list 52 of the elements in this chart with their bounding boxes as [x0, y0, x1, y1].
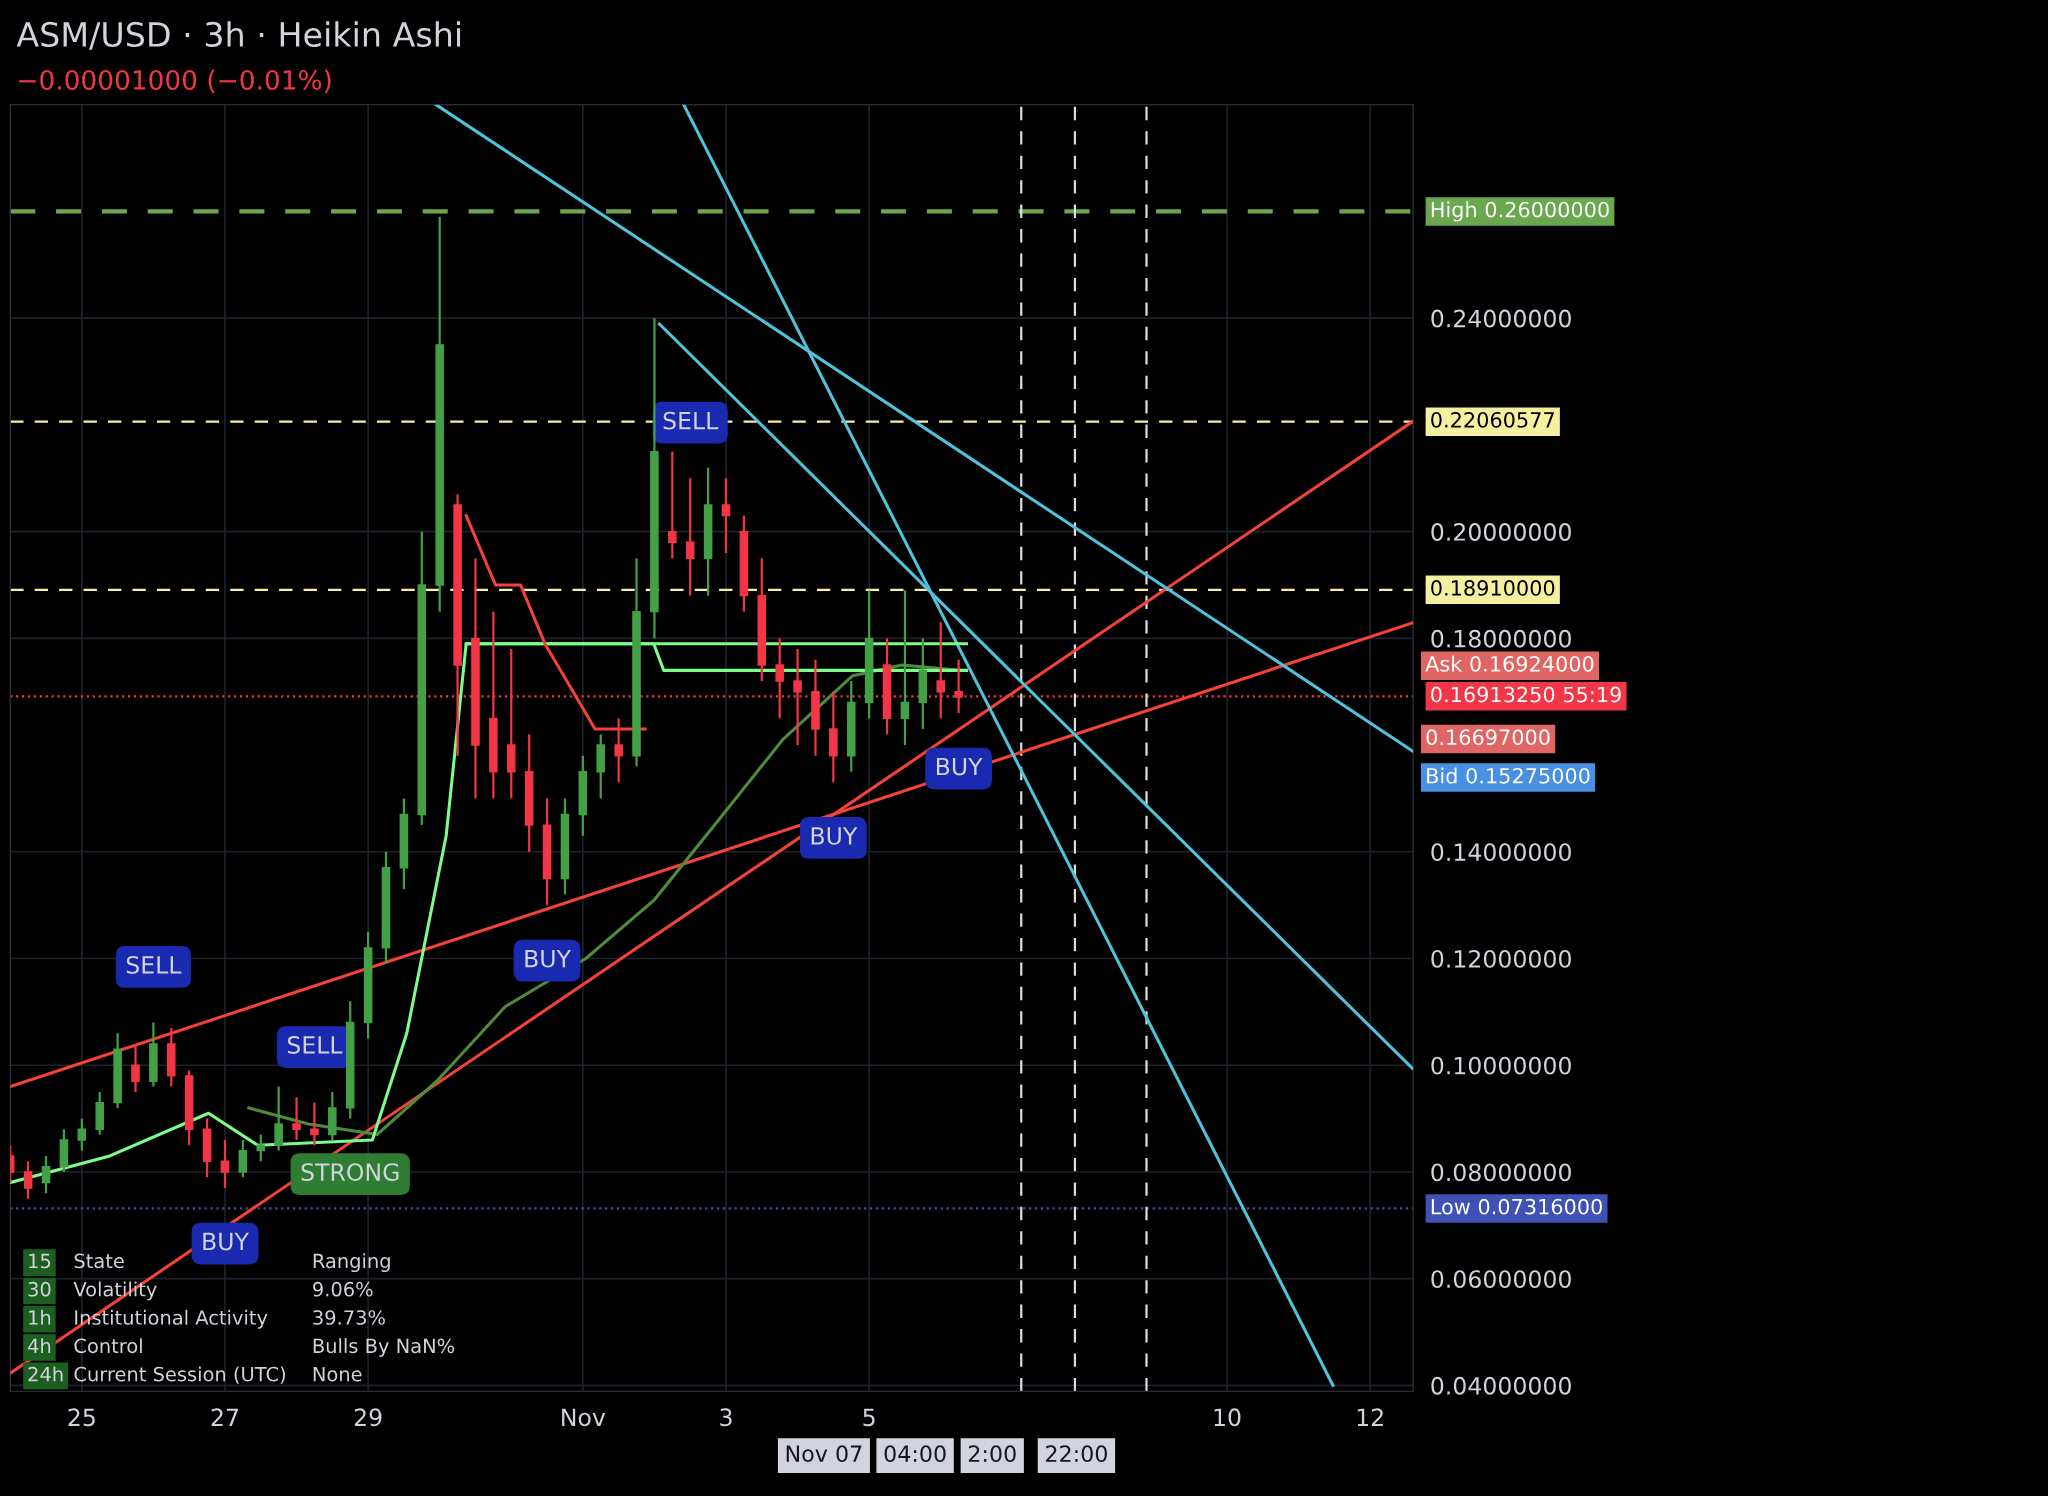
x-tick-label: 27: [211, 1408, 238, 1426]
annotation: SELL: [663, 411, 719, 430]
text: 22:00: [1046, 1445, 1107, 1463]
x-tick-label: 29: [354, 1408, 382, 1427]
ref-line-label: 0.16913250 55:19: [1431, 686, 1621, 703]
annotation: State: [74, 1253, 124, 1269]
y-tick-label: 0.12000000: [1431, 949, 1571, 968]
x-tick-label: 10: [1214, 1408, 1241, 1427]
x-tick-label: 12: [1357, 1408, 1383, 1426]
annotation: BUY: [203, 1232, 249, 1251]
chart-subtitle: −0.00001000 (−0.01%): [19, 69, 331, 94]
annotation: 4h: [28, 1338, 51, 1353]
annotation: 24h: [28, 1366, 63, 1382]
chart-title: ASM/USD · 3h · Heikin Ashi: [16, 21, 461, 50]
x-tick-label: 3: [720, 1408, 732, 1427]
text: 2:00: [968, 1445, 1016, 1463]
y-tick-label: 0.04000000: [1431, 1376, 1571, 1395]
text: Nov 07: [786, 1445, 862, 1463]
annotation: Current Session (UTC): [74, 1366, 285, 1384]
annotation: SELL: [126, 955, 182, 974]
annotation: 9.06%: [313, 1281, 373, 1297]
text: 04:00: [884, 1445, 946, 1463]
annotation: Bulls By NaN%: [313, 1338, 455, 1357]
text: 0.16697000: [1426, 729, 1550, 746]
annotation: 39.73%: [313, 1310, 385, 1325]
annotation: BUY: [936, 757, 983, 776]
y-tick-label: 0.08000000: [1431, 1163, 1571, 1182]
y-tick-label: 0.06000000: [1431, 1270, 1571, 1288]
x-tick-label: 25: [68, 1408, 95, 1427]
annotation: SELL: [287, 1036, 343, 1054]
y-tick-label: 0.20000000: [1431, 523, 1571, 541]
y-tick-label: 0.10000000: [1431, 1056, 1571, 1075]
annotation: Control: [74, 1338, 142, 1354]
y-tick-label: 0.24000000: [1431, 309, 1571, 328]
text: Bid 0.15275000: [1427, 767, 1590, 784]
ref-line-label: High 0.26000000: [1431, 201, 1609, 222]
annotation: 15: [29, 1253, 51, 1269]
y-tick-label: 0.14000000: [1431, 843, 1571, 862]
ref-line-label: Low 0.07316000: [1431, 1198, 1602, 1215]
annotation: 1h: [29, 1309, 51, 1325]
annotation: STRONG: [301, 1163, 399, 1182]
x-tick-label: 5: [863, 1408, 875, 1427]
y-tick-label: 0.18000000: [1431, 629, 1571, 648]
annotation: BUY: [811, 827, 858, 845]
ref-line-label: 0.22060577: [1431, 411, 1554, 428]
ref-line-label: 0.18910000: [1431, 580, 1555, 596]
annotation: 30: [28, 1281, 51, 1297]
annotation: None: [313, 1367, 362, 1382]
x-tick-label: Nov: [562, 1408, 606, 1427]
annotation: BUY: [525, 950, 572, 968]
annotation: Ranging: [313, 1253, 390, 1273]
text: Ask 0.16924000: [1425, 655, 1594, 672]
